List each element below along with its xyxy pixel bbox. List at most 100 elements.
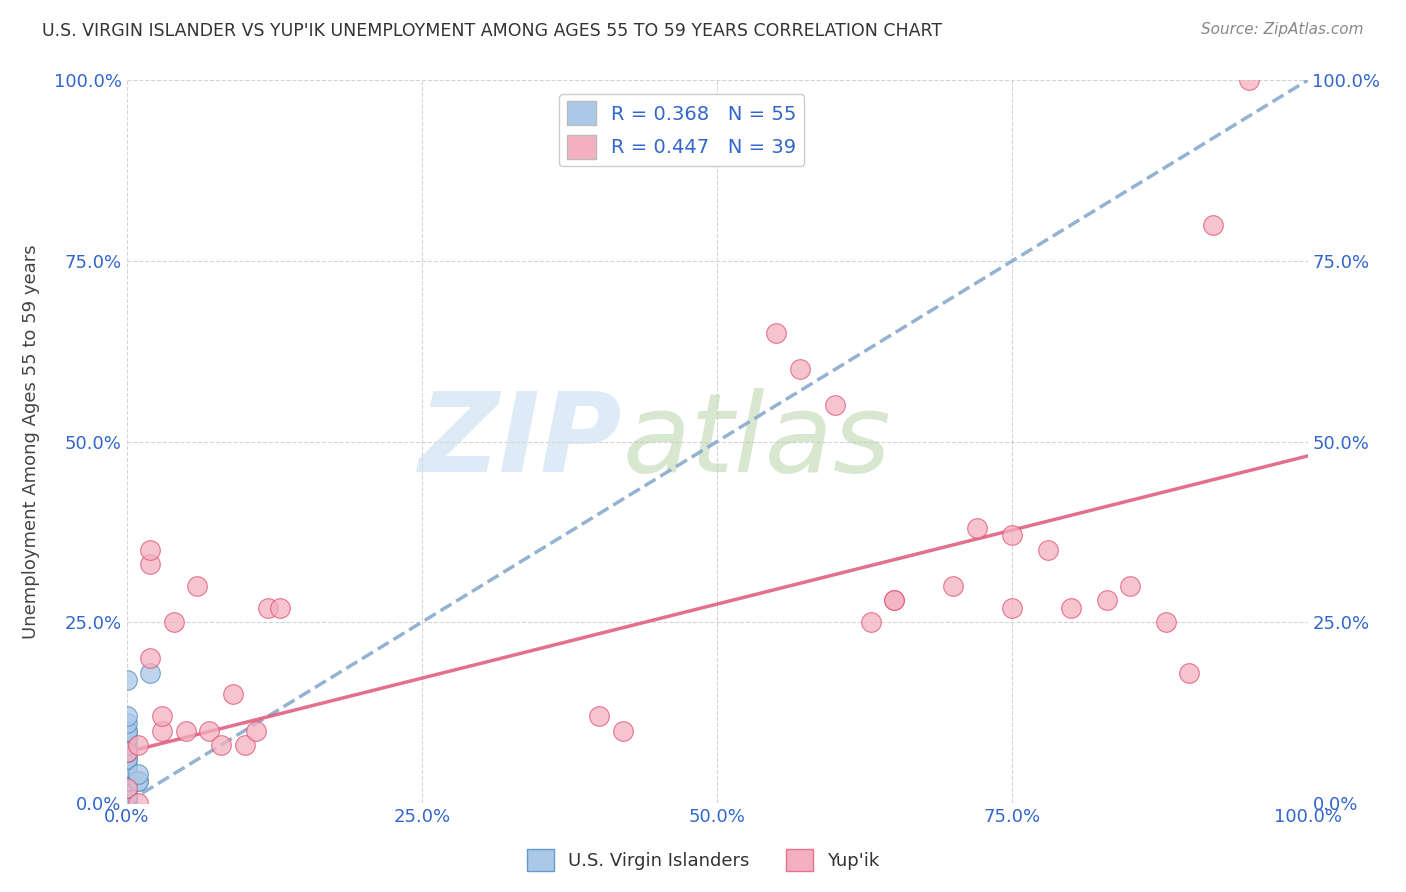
Point <box>115 796 138 810</box>
Point <box>115 752 138 766</box>
Point <box>269 600 291 615</box>
Point <box>186 579 208 593</box>
Point <box>115 716 138 731</box>
Point <box>127 796 149 810</box>
Point <box>115 796 138 810</box>
Point <box>115 673 138 687</box>
Point <box>115 796 138 810</box>
Point <box>115 796 138 810</box>
Point <box>1036 542 1059 557</box>
Point <box>1095 593 1118 607</box>
Point <box>222 687 245 701</box>
Legend: U.S. Virgin Islanders, Yup'ik: U.S. Virgin Islanders, Yup'ik <box>519 842 887 879</box>
Point <box>115 789 138 803</box>
Point <box>115 767 138 781</box>
Point <box>115 752 138 766</box>
Point <box>1178 665 1201 680</box>
Point <box>115 781 138 796</box>
Point <box>115 796 138 810</box>
Point <box>115 789 138 803</box>
Point <box>115 796 138 810</box>
Point <box>883 593 905 607</box>
Point <box>612 723 634 738</box>
Point <box>115 781 138 796</box>
Point <box>115 738 138 752</box>
Point <box>209 738 232 752</box>
Point <box>115 796 138 810</box>
Point <box>174 723 197 738</box>
Point <box>115 738 138 752</box>
Point <box>150 723 173 738</box>
Point <box>859 615 882 630</box>
Point <box>127 774 149 789</box>
Point <box>1060 600 1083 615</box>
Point <box>115 767 138 781</box>
Point <box>1202 218 1225 232</box>
Point <box>198 723 221 738</box>
Point <box>127 767 149 781</box>
Point <box>233 738 256 752</box>
Point <box>127 738 149 752</box>
Point <box>115 796 138 810</box>
Text: U.S. VIRGIN ISLANDER VS YUP'IK UNEMPLOYMENT AMONG AGES 55 TO 59 YEARS CORRELATIO: U.S. VIRGIN ISLANDER VS YUP'IK UNEMPLOYM… <box>42 22 942 40</box>
Point <box>150 709 173 723</box>
Point <box>115 731 138 745</box>
Point <box>115 796 138 810</box>
Point <box>1119 579 1142 593</box>
Point <box>115 796 138 810</box>
Point <box>824 398 846 412</box>
Point <box>1001 528 1024 542</box>
Point <box>115 796 138 810</box>
Point <box>883 593 905 607</box>
Point <box>115 745 138 759</box>
Point <box>115 760 138 774</box>
Point <box>588 709 610 723</box>
Point <box>139 665 162 680</box>
Legend: R = 0.368   N = 55, R = 0.447   N = 39: R = 0.368 N = 55, R = 0.447 N = 39 <box>558 94 804 166</box>
Point <box>115 789 138 803</box>
Point <box>1237 73 1260 87</box>
Point <box>115 796 138 810</box>
Point <box>127 774 149 789</box>
Point <box>139 542 162 557</box>
Text: ZIP: ZIP <box>419 388 623 495</box>
Point <box>163 615 186 630</box>
Point <box>115 731 138 745</box>
Point <box>115 789 138 803</box>
Point <box>1154 615 1177 630</box>
Point <box>789 362 811 376</box>
Point <box>115 745 138 759</box>
Point <box>115 796 138 810</box>
Point <box>115 723 138 738</box>
Point <box>115 796 138 810</box>
Point <box>765 326 787 340</box>
Point <box>115 767 138 781</box>
Point <box>115 796 138 810</box>
Point <box>115 796 138 810</box>
Point <box>115 760 138 774</box>
Point <box>115 745 138 759</box>
Text: Source: ZipAtlas.com: Source: ZipAtlas.com <box>1201 22 1364 37</box>
Point <box>257 600 280 615</box>
Point <box>115 796 138 810</box>
Y-axis label: Unemployment Among Ages 55 to 59 years: Unemployment Among Ages 55 to 59 years <box>21 244 39 639</box>
Point <box>245 723 267 738</box>
Point <box>1001 600 1024 615</box>
Point <box>115 781 138 796</box>
Point <box>115 723 138 738</box>
Point <box>115 709 138 723</box>
Point <box>115 796 138 810</box>
Point <box>115 774 138 789</box>
Point <box>115 774 138 789</box>
Point <box>115 789 138 803</box>
Point <box>139 558 162 572</box>
Point <box>115 789 138 803</box>
Point <box>966 521 988 535</box>
Point <box>942 579 965 593</box>
Point <box>115 796 138 810</box>
Point <box>115 789 138 803</box>
Point <box>115 774 138 789</box>
Point <box>139 651 162 665</box>
Point <box>115 796 138 810</box>
Text: atlas: atlas <box>623 388 891 495</box>
